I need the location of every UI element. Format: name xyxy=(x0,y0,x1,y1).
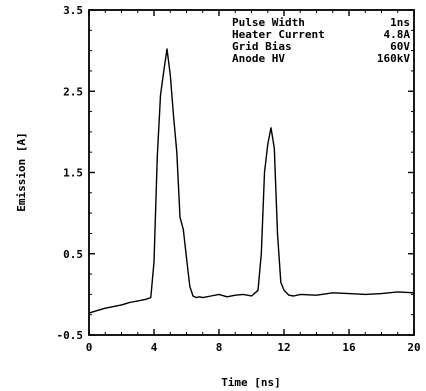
annotation-label-pulse-width: Pulse Width xyxy=(232,16,305,29)
x-tick-label: 0 xyxy=(86,341,93,354)
x-tick-label: 4 xyxy=(151,341,158,354)
plot-frame xyxy=(88,9,415,336)
y-tick-label: 3.5 xyxy=(63,4,83,17)
x-axis-label: Time [ns] xyxy=(221,376,281,389)
y-tick-label: 2.5 xyxy=(63,85,83,98)
parameter-annotation: Pulse Width 1ns Heater Current 4.8A Grid… xyxy=(232,16,410,65)
annotation-label-anode-hv: Anode HV xyxy=(232,52,285,65)
tick-labels: 0 4 8 12 16 20 -0.5 0.5 1.5 2.5 3.5 xyxy=(57,4,421,354)
annotation-value-grid-bias: 60V xyxy=(390,40,410,53)
x-tick-label: 16 xyxy=(342,341,356,354)
y-tick-label: -0.5 xyxy=(57,329,84,342)
annotation-value-pulse-width: 1ns xyxy=(390,16,410,29)
annotation-label-grid-bias: Grid Bias xyxy=(232,40,292,53)
annotation-value-heater-current: 4.8A xyxy=(384,28,411,41)
x-tick-label: 8 xyxy=(216,341,223,354)
x-tick-label: 20 xyxy=(407,341,420,354)
x-tick-label: 12 xyxy=(277,341,290,354)
annotation-label-heater-current: Heater Current xyxy=(232,28,325,41)
y-axis-label: Emission [A] xyxy=(15,132,28,211)
y-tick-label: 0.5 xyxy=(63,248,83,261)
y-tick-label: 1.5 xyxy=(63,167,83,180)
series-line xyxy=(88,48,415,314)
annotation-value-anode-hv: 160kV xyxy=(377,52,410,65)
